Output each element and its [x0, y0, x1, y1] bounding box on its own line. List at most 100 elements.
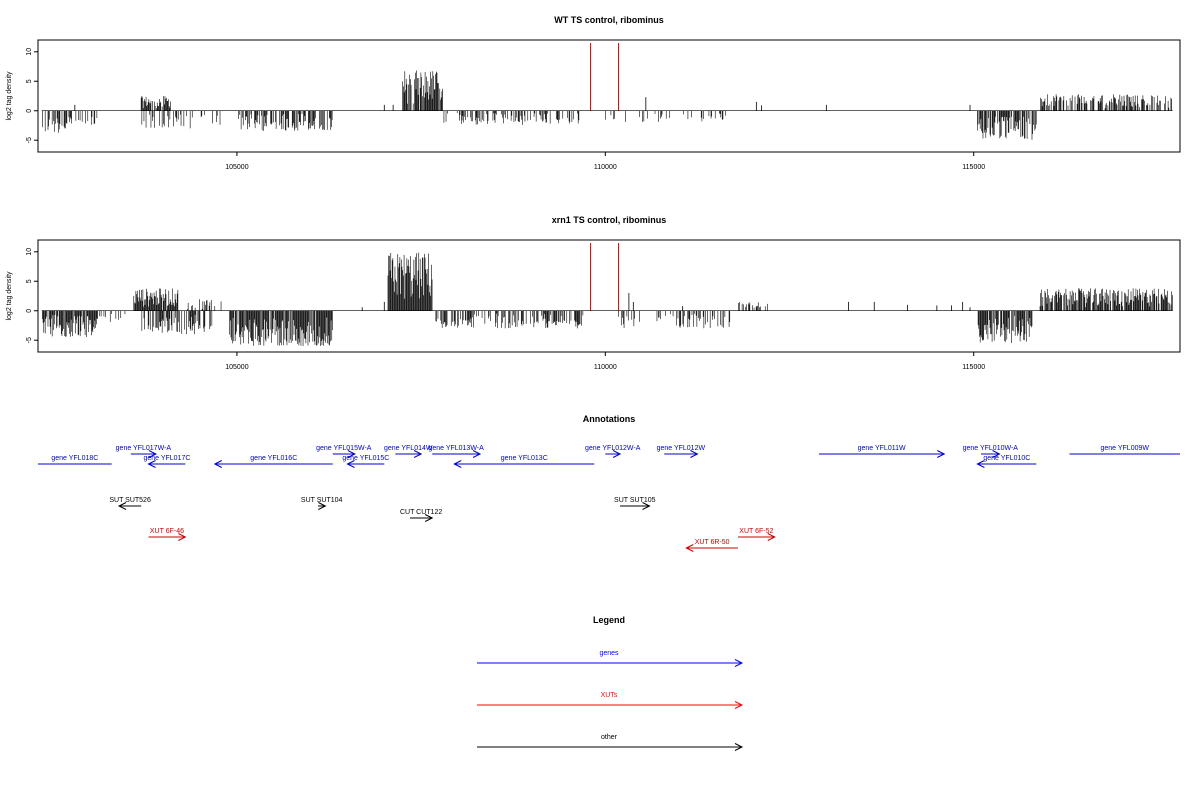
feature-arrowhead	[148, 450, 158, 458]
annotation-feature: gene YFL009W	[1069, 445, 1180, 455]
x-tick-label: 115000	[962, 364, 985, 371]
plot-frame	[37, 239, 1181, 353]
annotation-label: gene YFL013C	[501, 455, 548, 462]
annotations-title: Annotations	[583, 414, 636, 424]
y-tick-label: -5	[26, 137, 33, 143]
annotation-feature: gene YFL010W-A	[963, 445, 1019, 458]
site-markers	[590, 43, 620, 111]
site-markers	[590, 243, 620, 311]
annotation-label: CUT CUT122	[400, 509, 442, 516]
annotation-feature: SUT SUT105	[614, 497, 656, 510]
annotation-label: gene YFL018C	[51, 455, 98, 462]
legend-item: XUTs	[477, 692, 744, 709]
feature-arrowhead	[453, 460, 462, 468]
feature-arrowhead	[767, 533, 776, 541]
x-axis: 105000 110000 115000	[225, 352, 985, 371]
annotation-feature: gene YFL017W-A	[116, 445, 172, 458]
annotation-feature: CUT CUT122	[400, 509, 442, 522]
x-tick-label: 110000	[594, 364, 617, 371]
y-tick-label: 0	[26, 109, 33, 113]
x-tick-label: 115000	[962, 164, 985, 171]
y-tick-label: 0	[26, 309, 33, 313]
x-axis: 105000 110000 115000	[225, 152, 985, 171]
annotation-label: XUT 6F-52	[739, 528, 773, 535]
annotation-label: gene YFL016C	[250, 455, 297, 462]
annotation-label: XUT 6R-50	[695, 539, 730, 546]
annotation-feature: XUT 6R-50	[685, 539, 738, 552]
legend-label: genes	[599, 650, 619, 657]
annotation-label: gene YFL012W-A	[585, 445, 641, 452]
feature-arrowhead	[318, 502, 327, 510]
annotation-feature: XUT 6F-52	[737, 528, 776, 541]
plot-frame	[37, 39, 1181, 153]
y-axis: -5 0 5 10	[26, 48, 38, 143]
annotation-label: gene YFL014W	[384, 445, 433, 452]
annotation-label: XUT 6F-46	[150, 528, 184, 535]
legend: Legend genes XUTs other	[477, 615, 744, 751]
feature-arrowhead	[937, 450, 946, 458]
feature-arrowhead	[992, 450, 1001, 458]
feature-arrowhead	[734, 659, 744, 667]
annotation-label: gene YFL010W-A	[963, 445, 1019, 452]
y-tick-label: -5	[26, 337, 33, 343]
annotation-label: gene YFL017C	[143, 455, 190, 462]
y-tick-label: 5	[26, 79, 33, 83]
feature-arrowhead	[734, 743, 744, 751]
feature-arrowhead	[147, 460, 156, 468]
annotation-label: gene YFL015W-A	[316, 445, 372, 452]
feature-arrowhead	[347, 450, 356, 458]
density-bars	[41, 252, 1173, 347]
feature-arrowhead	[685, 544, 694, 552]
annotation-feature: gene YFL018C	[38, 455, 112, 465]
annotation-feature: gene YFL012W	[657, 445, 706, 458]
feature-arrowhead	[178, 533, 187, 541]
annotation-label: gene YFL015C	[342, 455, 389, 462]
feature-arrowhead	[976, 460, 985, 468]
annotation-feature: gene YFL014W	[384, 445, 433, 458]
annotation-feature: gene YFL015W-A	[316, 445, 372, 458]
annotation-label: SUT SUT104	[301, 497, 343, 504]
feature-arrowhead	[413, 450, 423, 458]
annotation-feature: XUT 6F-46	[148, 528, 187, 541]
y-tick-label: 10	[26, 48, 33, 56]
y-axis-label: log2 tag density	[6, 71, 13, 121]
annotation-feature: SUT SUT104	[301, 497, 343, 510]
x-tick-label: 105000	[225, 164, 248, 171]
feature-arrowhead	[642, 502, 651, 510]
legend-item: other	[477, 734, 744, 751]
annotation-feature: gene YFL013W-A	[428, 445, 484, 458]
feature-arrowhead	[690, 450, 699, 458]
annotation-label: SUT SUT105	[614, 497, 656, 504]
x-tick-label: 105000	[225, 364, 248, 371]
legend-label: XUTs	[601, 692, 618, 699]
xrn1-tag-density-panel: xrn1 TS control, ribominus log2 tag dens…	[6, 215, 1181, 371]
feature-arrowhead	[612, 450, 622, 458]
annotation-label: SUT SUT526	[109, 497, 151, 504]
annotation-label: gene YFL013W-A	[428, 445, 484, 452]
feature-arrowhead	[346, 460, 355, 468]
annotation-label: gene YFL017W-A	[116, 445, 172, 452]
annotation-feature: gene YFL010C	[976, 455, 1037, 468]
annotation-label: gene YFL012W	[657, 445, 706, 452]
annotation-feature: gene YFL017C	[143, 455, 190, 468]
annotation-feature: gene YFL015C	[342, 455, 389, 468]
annotation-feature: gene YFL012W-A	[585, 445, 641, 458]
legend-label: other	[601, 734, 618, 741]
legend-title: Legend	[593, 615, 625, 625]
x-tick-label: 110000	[594, 164, 617, 171]
y-axis: -5 0 5 10	[26, 248, 38, 343]
density-bars	[41, 70, 1173, 140]
annotation-feature: SUT SUT526	[109, 497, 151, 510]
panel-title: WT TS control, ribominus	[554, 15, 664, 25]
panel-title: xrn1 TS control, ribominus	[552, 215, 667, 225]
feature-arrowhead	[117, 502, 127, 510]
annotation-feature: gene YFL011W	[818, 445, 946, 458]
annotation-feature: gene YFL016C	[213, 455, 333, 468]
feature-arrowhead	[213, 460, 223, 468]
annotation-label: gene YFL009W	[1100, 445, 1149, 452]
y-tick-label: 5	[26, 279, 33, 283]
feature-arrowhead	[734, 701, 744, 709]
annotation-features: gene YFL018C gene YFL017W-A gene YFL017C ge…	[38, 445, 1180, 552]
feature-arrowhead	[472, 450, 482, 458]
